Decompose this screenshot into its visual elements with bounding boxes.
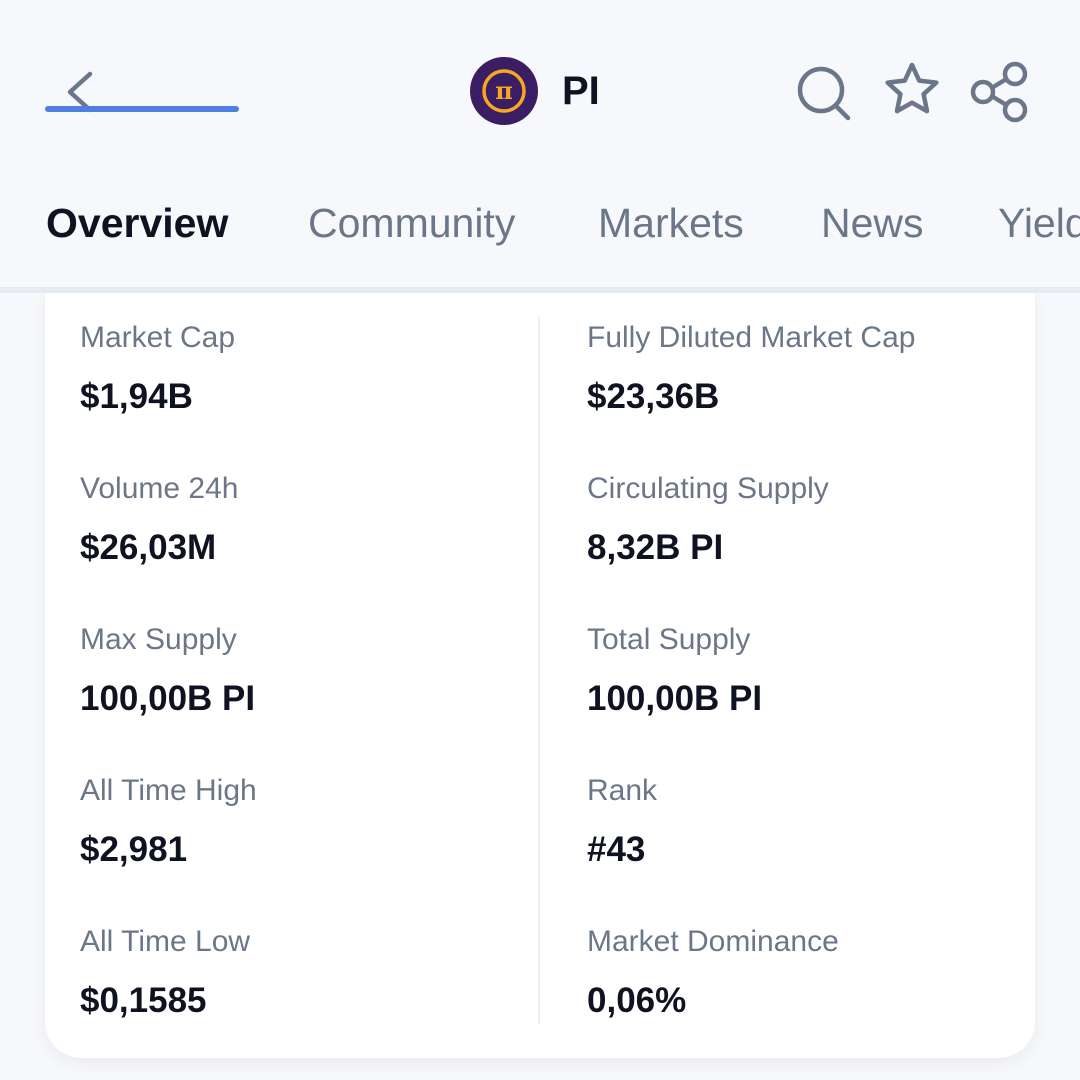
stat-value: 0,06% <box>587 981 687 1020</box>
stat-label: All Time Low <box>80 925 251 958</box>
stat-label: Market Cap <box>80 321 236 354</box>
tabs-divider <box>0 287 1080 293</box>
share-icon <box>970 61 1028 123</box>
coin-title: PI <box>562 68 600 113</box>
tab-overview[interactable]: Overview <box>46 200 229 246</box>
stat-market-dominance: Market Dominance 0,06% <box>587 925 839 1021</box>
back-arrow-icon <box>67 71 93 113</box>
stat-value: #43 <box>587 830 646 869</box>
tab-yield[interactable]: Yield <box>998 200 1080 246</box>
stat-volume-24h: Volume 24h $26,03M <box>80 472 238 568</box>
stat-circulating-supply: Circulating Supply 8,32B PI <box>587 472 829 568</box>
stat-value: 100,00B PI <box>587 679 763 718</box>
favorite-button[interactable] <box>882 60 942 124</box>
stat-label: Rank <box>587 774 658 807</box>
tab-news[interactable]: News <box>821 200 924 246</box>
stat-value: $26,03M <box>80 528 217 567</box>
stat-value: 8,32B PI <box>587 528 724 567</box>
stat-label: Market Dominance <box>587 925 839 958</box>
stat-fully-diluted-market-cap: Fully Diluted Market Cap $23,36B <box>587 321 915 417</box>
stat-label: Max Supply <box>80 623 237 656</box>
tab-community[interactable]: Community <box>308 200 516 246</box>
tab-markets[interactable]: Markets <box>598 200 744 246</box>
coin-logo-icon: π <box>470 57 538 125</box>
stat-market-cap: Market Cap $1,94B <box>80 321 235 417</box>
search-button[interactable] <box>794 60 854 124</box>
coin-title-group: π PI <box>470 56 600 126</box>
active-tab-indicator <box>45 106 239 112</box>
stat-value: $2,981 <box>80 830 188 869</box>
stat-value: $1,94B <box>80 377 193 416</box>
stat-all-time-low: All Time Low $0,1585 <box>80 925 250 1021</box>
stat-total-supply: Total Supply 100,00B PI <box>587 623 762 719</box>
stats-card: Market Cap $1,94B Volume 24h $26,03M Max… <box>45 293 1035 1058</box>
stat-label: All Time High <box>80 774 257 807</box>
tab-bar: Overview Community Markets News Yield <box>0 180 1080 290</box>
share-button[interactable] <box>970 60 1030 124</box>
stat-value: $0,1585 <box>80 981 207 1020</box>
stat-label: Total Supply <box>587 623 751 656</box>
stat-rank: Rank #43 <box>587 774 657 870</box>
stat-all-time-high: All Time High $2,981 <box>80 774 257 870</box>
stat-value: $23,36B <box>587 377 720 416</box>
stat-max-supply: Max Supply 100,00B PI <box>80 623 255 719</box>
stat-label: Volume 24h <box>80 472 239 505</box>
column-divider <box>538 317 540 1024</box>
back-button[interactable] <box>56 64 108 120</box>
search-icon <box>797 66 851 121</box>
star-icon <box>885 62 939 114</box>
coin-logo-symbol: π <box>495 76 513 105</box>
app-header: π PI <box>0 0 1080 290</box>
stat-value: 100,00B PI <box>80 679 256 718</box>
stat-label: Fully Diluted Market Cap <box>587 321 916 354</box>
stat-label: Circulating Supply <box>587 472 829 505</box>
